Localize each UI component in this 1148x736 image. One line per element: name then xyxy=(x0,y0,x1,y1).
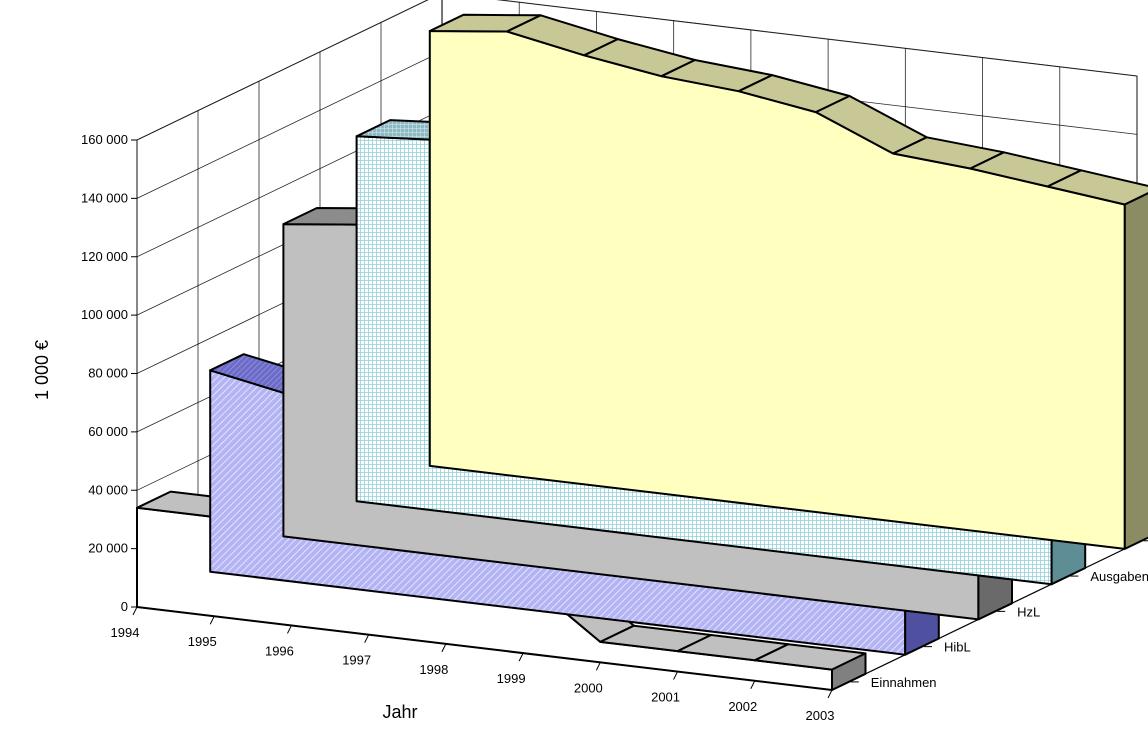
x-tick xyxy=(595,662,601,671)
y-tick-label: 120 000 xyxy=(81,249,128,264)
x-tick xyxy=(132,606,138,616)
x-tick xyxy=(518,652,524,662)
x-tick-label: 1997 xyxy=(342,653,371,668)
x-tick-label: 1994 xyxy=(111,625,140,640)
chart-ribbons xyxy=(136,13,1148,691)
chart-labels: 0 20 000 40 000 60 000 80 000 100 000 120 000 1… xyxy=(81,132,1148,723)
y-tick-label: 20 000 xyxy=(88,541,128,556)
x-tick-label: 2003 xyxy=(806,708,835,723)
y-axis-title: 1 000 € xyxy=(32,340,52,400)
series-end-face xyxy=(1123,192,1148,550)
depth-axis-line xyxy=(831,542,1138,691)
x-tick-label: 2000 xyxy=(574,680,603,695)
x-tick-label: 1998 xyxy=(419,662,448,677)
y-tick-label: 160 000 xyxy=(81,132,128,147)
series-label: HzL xyxy=(1017,604,1040,619)
series-top-segment xyxy=(1046,169,1148,206)
x-axis-title: Jahr xyxy=(382,702,417,722)
series-label: HibL xyxy=(944,640,971,655)
y-tick-label: 80 000 xyxy=(88,366,128,381)
series-label: Einnahmen xyxy=(871,675,937,690)
x-tick xyxy=(827,689,833,699)
x-tick-label: 1999 xyxy=(497,671,526,686)
x-tick xyxy=(286,625,292,634)
x-tick-label: 2001 xyxy=(651,690,680,705)
y-tick-label: 140 000 xyxy=(81,190,128,205)
series-ribbon-ausgaben-brutto xyxy=(428,13,1148,550)
x-tick-label: 2002 xyxy=(728,699,757,714)
x-tick-label: 1995 xyxy=(188,634,217,649)
series-label: Ausgaben netto xyxy=(1090,569,1148,584)
x-tick-label: 1996 xyxy=(265,643,294,658)
y-tick-label: 40 000 xyxy=(88,482,128,497)
y-tick-label: 100 000 xyxy=(81,307,128,322)
x-tick xyxy=(750,680,756,690)
x-tick xyxy=(441,643,447,653)
y-tick-label: 0 xyxy=(121,599,128,614)
x-tick xyxy=(364,634,370,643)
y-tick-label: 60 000 xyxy=(88,424,128,439)
x-axis-line xyxy=(136,606,833,691)
x-tick xyxy=(673,671,679,680)
x-tick xyxy=(209,615,215,625)
